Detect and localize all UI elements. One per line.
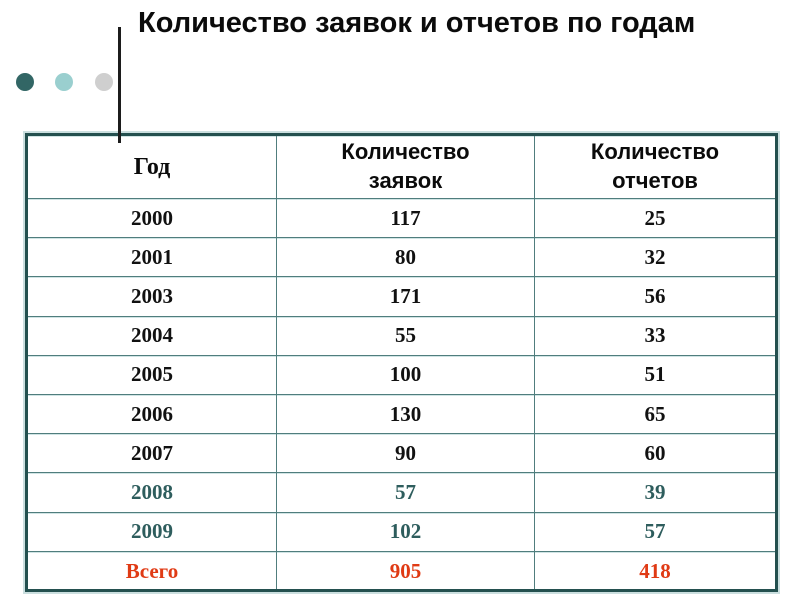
reports-cell: 57 bbox=[534, 511, 777, 552]
dot-light-teal-icon bbox=[55, 73, 74, 91]
column-header-applications-label: Количество заявок bbox=[341, 139, 470, 193]
total-applications-cell: 905 bbox=[276, 550, 535, 592]
dot-dark-teal-icon bbox=[16, 73, 34, 91]
total-reports-cell: 418 bbox=[534, 550, 777, 592]
dot-gray-icon bbox=[94, 73, 113, 91]
applications-cell: 171 bbox=[276, 276, 535, 317]
table-header-row: Год Количество заявок Количество отчетов bbox=[26, 134, 777, 199]
reports-cell: 51 bbox=[534, 354, 777, 395]
table-row-2006: 2006 130 65 bbox=[26, 393, 777, 435]
year-cell: 2008 bbox=[26, 472, 277, 513]
slide-title: Количество заявок и отчетов по годам bbox=[138, 7, 696, 39]
applications-reports-table: Год Количество заявок Количество отчетов… bbox=[25, 133, 778, 592]
reports-cell: 33 bbox=[534, 315, 777, 356]
reports-cell: 32 bbox=[534, 237, 777, 278]
decorative-dots bbox=[16, 73, 130, 91]
applications-cell: 90 bbox=[276, 433, 535, 474]
column-header-reports-label: Количество отчетов bbox=[590, 139, 720, 193]
reports-cell: 25 bbox=[534, 197, 777, 239]
year-cell: 2005 bbox=[26, 354, 277, 395]
column-header-year: Год bbox=[26, 134, 277, 199]
applications-cell: 80 bbox=[276, 237, 535, 278]
reports-cell: 39 bbox=[534, 472, 777, 513]
applications-cell: 117 bbox=[276, 197, 535, 239]
applications-cell: 55 bbox=[276, 315, 535, 356]
table-row-2003: 2003 171 56 bbox=[26, 276, 777, 317]
reports-cell: 60 bbox=[534, 433, 777, 474]
table-row-2009: 2009 102 57 bbox=[26, 511, 777, 552]
year-cell: 2000 bbox=[26, 197, 277, 239]
year-cell: 2007 bbox=[26, 433, 277, 474]
applications-cell: 130 bbox=[276, 393, 535, 435]
year-cell: 2003 bbox=[26, 276, 277, 317]
table-row-2001: 2001 80 32 bbox=[26, 237, 777, 278]
vertical-rule bbox=[118, 27, 121, 143]
table-row-2008: 2008 57 39 bbox=[26, 472, 777, 513]
column-header-reports: Количество отчетов bbox=[534, 134, 777, 199]
table-row-2005: 2005 100 51 bbox=[26, 354, 777, 395]
table-row-2007: 2007 90 60 bbox=[26, 433, 777, 474]
applications-cell: 57 bbox=[276, 472, 535, 513]
year-cell: 2009 bbox=[26, 511, 277, 552]
reports-cell: 65 bbox=[534, 393, 777, 435]
reports-cell: 56 bbox=[534, 276, 777, 317]
total-label-cell: Всего bbox=[26, 550, 277, 592]
year-cell: 2001 bbox=[26, 237, 277, 278]
year-cell: 2004 bbox=[26, 315, 277, 356]
column-header-applications: Количество заявок bbox=[276, 134, 535, 199]
table-row-2004: 2004 55 33 bbox=[26, 315, 777, 356]
applications-cell: 102 bbox=[276, 511, 535, 552]
year-cell: 2006 bbox=[26, 393, 277, 435]
table-row-total: Всего 905 418 bbox=[26, 550, 777, 592]
table-row-2000: 2000 117 25 bbox=[26, 197, 777, 239]
applications-cell: 100 bbox=[276, 354, 535, 395]
